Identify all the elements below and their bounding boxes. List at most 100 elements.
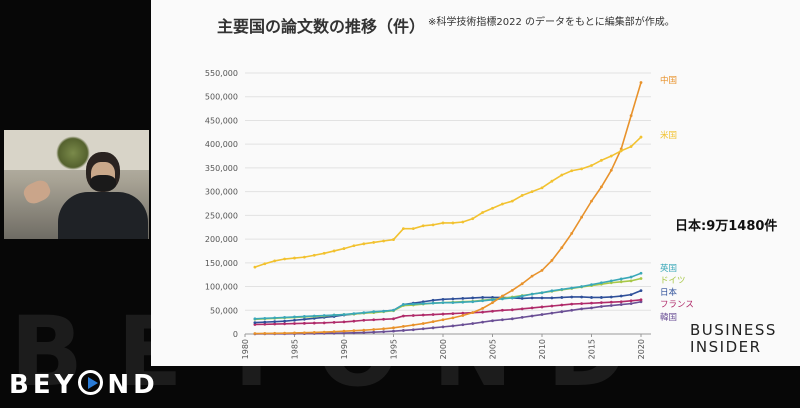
beyond-logo-text-end: ND (107, 370, 159, 400)
data-point-米国 (362, 242, 366, 246)
data-point-フランス (540, 305, 544, 309)
data-point-中国 (540, 269, 544, 272)
x-tick-label: 2005 (489, 339, 498, 359)
series-label-ドイツ: ドイツ (660, 276, 686, 286)
data-point-フランス (530, 306, 534, 310)
data-point-米国 (540, 186, 544, 190)
data-point-米国 (392, 238, 395, 241)
data-point-米国 (312, 253, 316, 257)
data-point-フランス (263, 322, 267, 326)
data-point-韓国 (451, 324, 455, 328)
data-point-米国 (402, 227, 405, 231)
data-point-米国 (560, 173, 564, 177)
data-point-中国 (560, 246, 564, 250)
data-point-米国 (510, 199, 514, 203)
data-point-米国 (481, 211, 484, 214)
data-point-フランス (550, 304, 554, 308)
series-line-英国 (254, 272, 642, 320)
data-point-中国 (481, 306, 484, 310)
data-point-中国 (332, 330, 336, 334)
data-point-韓国 (590, 306, 593, 310)
speaker-mask (90, 175, 116, 191)
data-point-中国 (312, 331, 316, 334)
data-point-中国 (342, 329, 346, 333)
data-point-中国 (510, 288, 514, 292)
data-point-英国 (580, 285, 583, 288)
data-point-フランス (362, 318, 366, 322)
data-point-英国 (560, 287, 564, 291)
data-point-米国 (273, 259, 277, 263)
data-point-米国 (332, 249, 336, 253)
data-point-フランス (342, 320, 346, 324)
data-point-中国 (491, 301, 494, 305)
series-line-中国 (254, 82, 642, 335)
business-insider-logo: BUSINESS INSIDER (690, 322, 777, 356)
data-point-フランス (382, 317, 385, 321)
data-point-米国 (382, 239, 385, 243)
data-point-英国 (303, 315, 306, 318)
data-point-英国 (471, 300, 475, 304)
data-point-英国 (570, 286, 574, 290)
speaker-hand (20, 177, 54, 207)
data-point-英国 (451, 301, 455, 305)
data-point-英国 (619, 277, 623, 281)
data-point-韓国 (550, 311, 554, 315)
data-point-中国 (580, 215, 583, 219)
y-tick-label: 200,000 (205, 235, 238, 244)
line-chart: 0 50,000 100,000 150,000 200,000 250,000 300,0… (205, 69, 694, 359)
data-point-韓国 (540, 313, 544, 316)
data-point-日本 (481, 296, 484, 299)
data-point-英国 (481, 299, 484, 303)
data-point-英国 (590, 283, 593, 287)
series-label-英国: 英国 (660, 263, 677, 274)
data-point-韓国 (411, 328, 415, 332)
data-point-米国 (441, 221, 445, 225)
data-point-米国 (322, 251, 326, 255)
data-point-フランス (590, 301, 593, 305)
data-point-英国 (283, 315, 286, 319)
data-point-フランス (402, 314, 405, 318)
data-point-日本 (609, 295, 613, 299)
data-point-米国 (520, 194, 524, 197)
data-point-米国 (600, 158, 603, 162)
data-point-韓国 (520, 315, 524, 319)
x-tick-label: 2000 (439, 339, 448, 359)
data-point-フランス (560, 303, 564, 307)
data-point-韓国 (402, 329, 405, 332)
data-point-日本 (629, 293, 633, 297)
data-point-日本 (639, 289, 643, 292)
data-point-日本 (293, 318, 296, 322)
data-point-フランス (431, 313, 435, 316)
data-point-中国 (501, 294, 504, 298)
data-point-フランス (609, 300, 613, 304)
chart-title: 主要国の論文数の推移（件） (217, 17, 426, 36)
data-point-英国 (501, 297, 504, 301)
y-tick-label: 450,000 (205, 116, 238, 125)
data-point-韓国 (471, 322, 475, 325)
y-tick-label: 150,000 (205, 259, 238, 268)
y-tick-label: 300,000 (205, 188, 238, 197)
data-point-米国 (303, 255, 306, 259)
data-point-中国 (629, 114, 633, 118)
data-point-日本 (263, 320, 267, 324)
data-point-日本 (540, 296, 544, 300)
x-tick-label: 1995 (390, 339, 399, 359)
data-point-日本 (550, 296, 554, 300)
data-point-韓国 (560, 310, 564, 314)
data-point-韓国 (481, 320, 484, 324)
speaker-video (4, 130, 149, 239)
data-point-中国 (352, 329, 356, 333)
data-point-中国 (530, 274, 534, 278)
data-point-フランス (629, 299, 633, 303)
data-point-韓国 (382, 330, 385, 334)
chart-source-note: ※科学技術指標2022 のデータをもとに編集部が作成。 (428, 17, 675, 28)
y-tick-label: 550,000 (205, 69, 238, 78)
data-point-中国 (471, 311, 475, 315)
data-point-英国 (402, 303, 405, 306)
data-point-日本 (471, 296, 475, 300)
data-point-中国 (550, 259, 554, 262)
data-point-フランス (372, 318, 376, 322)
data-point-韓国 (580, 307, 583, 311)
data-point-日本 (570, 295, 574, 299)
data-point-韓国 (392, 329, 395, 333)
